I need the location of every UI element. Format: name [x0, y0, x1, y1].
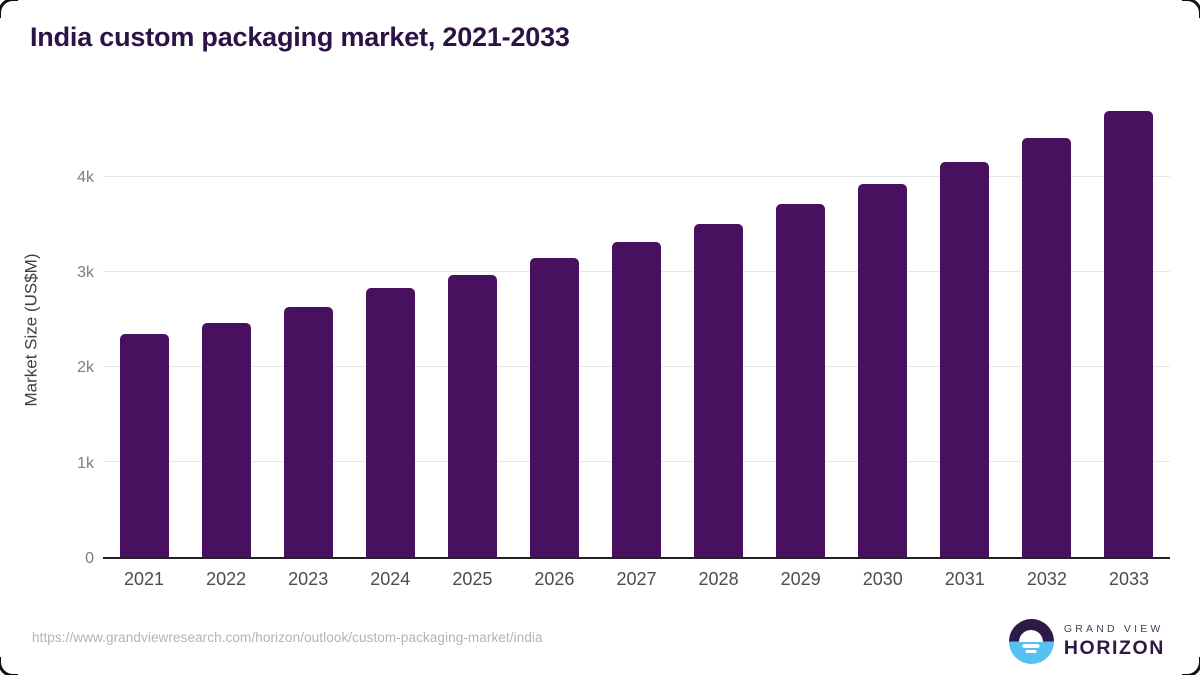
- y-axis-tick-labels: 0 1k 2k 3k 4k: [0, 100, 96, 566]
- x-tick-label-2021: 2021: [124, 569, 165, 589]
- horizon-sun-icon: [1008, 619, 1054, 664]
- logo-text: GRAND VIEW HORIZON: [1064, 623, 1165, 660]
- frame-corner-bottom-right: [1182, 657, 1200, 675]
- x-tick-label-2031: 2031: [944, 569, 985, 589]
- x-tick-label-2033: 2033: [1108, 569, 1149, 589]
- logo-text-horizon: HORIZON: [1063, 637, 1165, 659]
- frame-corner-bottom-left: [0, 657, 18, 675]
- x-tick-label-2026: 2026: [534, 569, 575, 589]
- bar-2022[interactable]: [201, 322, 251, 557]
- bar-2026[interactable]: [529, 258, 579, 557]
- bar-2030[interactable]: [858, 184, 908, 557]
- page-title: India custom packaging market, 2021-2033: [30, 22, 570, 52]
- bar-2025[interactable]: [447, 274, 497, 557]
- x-tick-label-2029: 2029: [780, 569, 821, 589]
- y-tick-label-1k: 1k: [77, 454, 94, 472]
- frame-corner-top-left: [0, 0, 18, 18]
- x-tick-label-2028: 2028: [698, 569, 739, 589]
- x-tick-label-2027: 2027: [616, 569, 657, 589]
- y-tick-label-4k: 4k: [77, 168, 94, 186]
- sun-icon: [1019, 629, 1044, 642]
- bar-2033[interactable]: [1104, 111, 1154, 557]
- bar-2023[interactable]: [283, 306, 333, 557]
- x-tick-label-2022: 2022: [206, 569, 247, 589]
- logo-text-grand-view: GRAND VIEW: [1063, 623, 1164, 635]
- y-tick-label-2k: 2k: [77, 359, 94, 377]
- x-tick-label-2030: 2030: [862, 569, 903, 589]
- plot-area: [103, 100, 1170, 559]
- y-tick-label-0: 0: [85, 550, 94, 567]
- frame-corner-top-right: [1182, 0, 1200, 18]
- x-tick-label-2023: 2023: [288, 569, 329, 589]
- gridline-4k: [103, 176, 1170, 178]
- x-tick-label-2025: 2025: [452, 569, 493, 589]
- footer-source-url: https://www.grandviewresearch.com/horizo…: [32, 630, 543, 645]
- sun-reflection-dash: [1025, 649, 1037, 653]
- grandview-horizon-logo: GRAND VIEW HORIZON: [1008, 619, 1165, 664]
- bar-2029[interactable]: [776, 204, 826, 557]
- bar-2028[interactable]: [694, 224, 744, 557]
- bar-2031[interactable]: [940, 161, 990, 557]
- bar-2032[interactable]: [1022, 138, 1072, 557]
- x-tick-label-2032: 2032: [1026, 569, 1067, 589]
- y-tick-label-3k: 3k: [77, 264, 94, 282]
- bar-2021[interactable]: [119, 333, 169, 557]
- x-tick-label-2024: 2024: [370, 569, 411, 589]
- sun-reflection-dash: [1022, 644, 1040, 648]
- x-axis-tick-labels: 2021 2022 2023 2024 2025 2026 2027 2028 2029 2030…: [103, 569, 1170, 597]
- bar-2027[interactable]: [612, 241, 661, 557]
- bar-2024[interactable]: [365, 287, 415, 557]
